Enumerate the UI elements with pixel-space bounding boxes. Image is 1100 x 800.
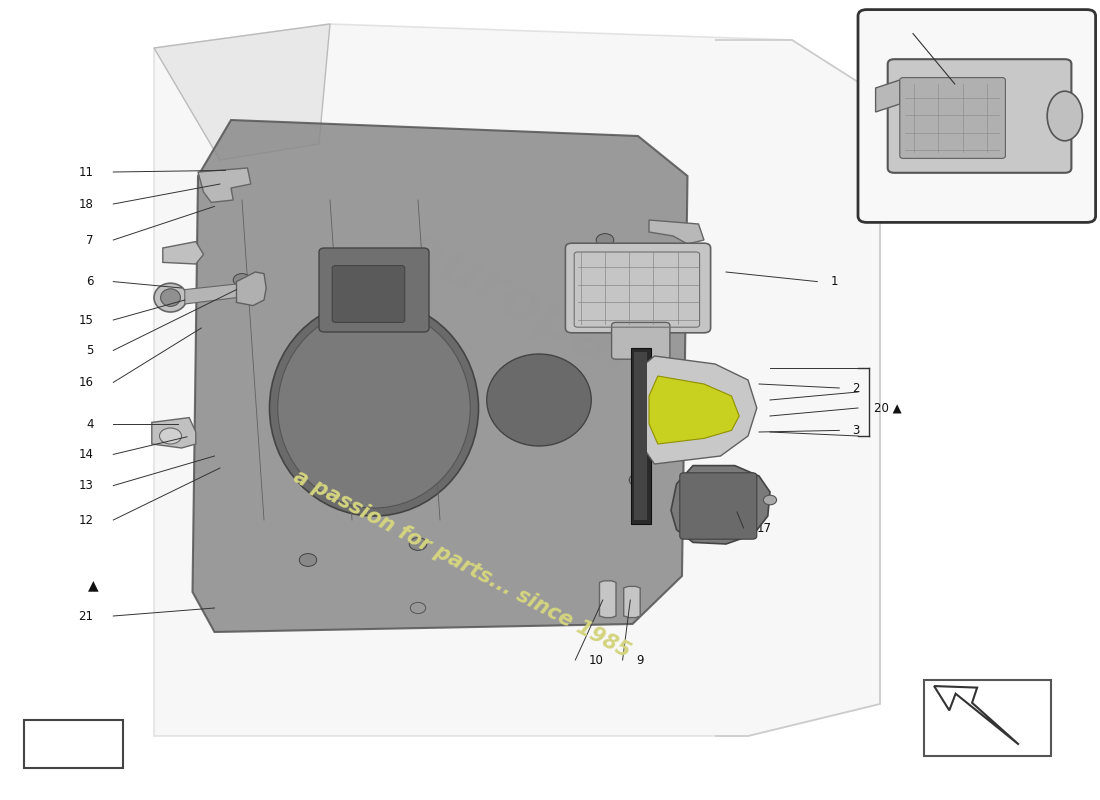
Text: 21: 21	[78, 610, 94, 622]
Text: ▲ = 8: ▲ = 8	[51, 737, 97, 751]
Circle shape	[629, 474, 647, 486]
Text: 14: 14	[78, 448, 94, 461]
Text: 12: 12	[78, 514, 94, 526]
Polygon shape	[198, 168, 251, 202]
Polygon shape	[192, 120, 688, 632]
Text: 3: 3	[852, 424, 860, 437]
Text: ▲: ▲	[88, 578, 99, 593]
Text: a passion for parts... since 1985: a passion for parts... since 1985	[290, 466, 634, 662]
Polygon shape	[154, 24, 330, 160]
Text: 7: 7	[86, 234, 94, 246]
Text: 16: 16	[78, 376, 94, 389]
Circle shape	[299, 554, 317, 566]
Circle shape	[160, 428, 182, 444]
Circle shape	[233, 274, 251, 286]
Circle shape	[409, 538, 427, 550]
Text: 19 ▲: 19 ▲	[876, 34, 903, 46]
Ellipse shape	[486, 354, 592, 446]
FancyBboxPatch shape	[332, 266, 405, 322]
Polygon shape	[671, 466, 770, 544]
Polygon shape	[624, 586, 640, 618]
Bar	[634, 352, 647, 520]
FancyBboxPatch shape	[680, 473, 757, 539]
Text: 6: 6	[86, 275, 94, 288]
FancyBboxPatch shape	[858, 10, 1096, 222]
Text: 11: 11	[78, 166, 94, 178]
Bar	[631, 348, 651, 524]
FancyBboxPatch shape	[612, 322, 670, 359]
FancyBboxPatch shape	[900, 78, 1005, 158]
Polygon shape	[185, 284, 242, 304]
Polygon shape	[934, 686, 1019, 745]
Ellipse shape	[1047, 91, 1082, 141]
Text: 1: 1	[830, 275, 838, 288]
FancyBboxPatch shape	[924, 680, 1050, 756]
FancyBboxPatch shape	[888, 59, 1071, 173]
Text: 20 ▲: 20 ▲	[874, 402, 902, 414]
FancyBboxPatch shape	[24, 720, 123, 768]
Text: 18: 18	[78, 198, 94, 210]
Ellipse shape	[270, 300, 478, 516]
Text: 10: 10	[588, 654, 604, 666]
Circle shape	[763, 495, 777, 505]
Polygon shape	[236, 272, 266, 306]
Circle shape	[596, 234, 614, 246]
Polygon shape	[152, 418, 196, 448]
FancyBboxPatch shape	[319, 248, 429, 332]
Text: europarts: europarts	[394, 219, 706, 421]
Ellipse shape	[154, 283, 187, 312]
Text: 13: 13	[78, 479, 94, 492]
Ellipse shape	[161, 289, 180, 306]
FancyBboxPatch shape	[565, 243, 711, 333]
Polygon shape	[600, 581, 616, 618]
Text: 15: 15	[78, 314, 94, 326]
Polygon shape	[154, 24, 880, 736]
Polygon shape	[649, 376, 739, 444]
Text: 4: 4	[86, 418, 94, 430]
Polygon shape	[876, 80, 900, 112]
Text: 5: 5	[86, 344, 94, 357]
Text: 2: 2	[852, 382, 860, 394]
Ellipse shape	[277, 308, 471, 508]
Polygon shape	[638, 356, 757, 464]
Polygon shape	[163, 242, 204, 264]
Polygon shape	[649, 220, 704, 244]
Text: 17: 17	[757, 522, 772, 534]
Circle shape	[410, 602, 426, 614]
Text: 9: 9	[636, 654, 644, 666]
